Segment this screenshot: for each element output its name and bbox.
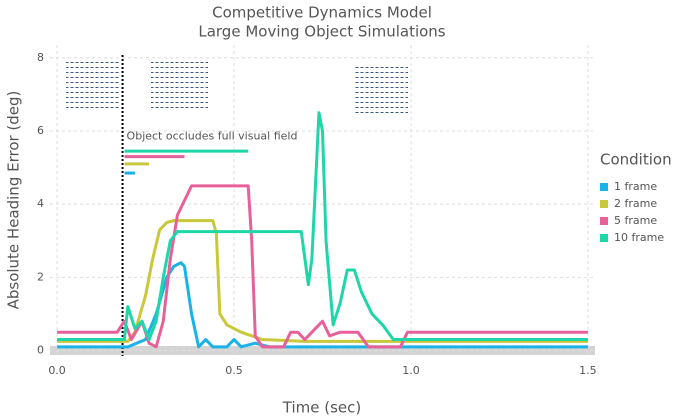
line xyxy=(57,111,588,342)
legend-swatch xyxy=(600,183,608,191)
y-tick-label: 2 xyxy=(37,270,44,283)
vector-field-icon xyxy=(66,62,120,112)
legend-swatch xyxy=(600,234,608,242)
y-axis-label: Absolute Heading Error (deg) xyxy=(5,91,23,310)
legend-label: 5 frame xyxy=(614,214,657,227)
x-axis-label: Time (sec) xyxy=(282,399,361,417)
line xyxy=(57,219,588,343)
chart-title: Competitive Dynamics Model xyxy=(212,4,432,22)
line xyxy=(57,261,588,349)
vector-field-icon xyxy=(355,64,408,114)
x-tick-label: 1.0 xyxy=(402,364,420,377)
y-tick-label: 4 xyxy=(37,197,44,210)
legend-title: Condition xyxy=(600,151,672,169)
x-tick-label: 0.5 xyxy=(225,364,243,377)
annotation: Object occludes full visual field xyxy=(127,129,298,142)
y-tick-label: 8 xyxy=(37,51,44,64)
x-tick-label: 0.0 xyxy=(48,364,66,377)
legend-swatch xyxy=(600,200,608,208)
vector-field-icon xyxy=(151,62,208,112)
legend-label: 10 frame xyxy=(614,231,664,244)
y-tick-label: 6 xyxy=(37,124,44,137)
legend-label: 1 frame xyxy=(614,180,657,193)
legend-label: 2 frame xyxy=(614,197,657,210)
legend-swatch xyxy=(600,217,608,225)
y-tick-label: 0 xyxy=(37,344,44,357)
chart-subtitle: Large Moving Object Simulations xyxy=(198,23,445,41)
x-tick-label: 1.5 xyxy=(579,364,597,377)
